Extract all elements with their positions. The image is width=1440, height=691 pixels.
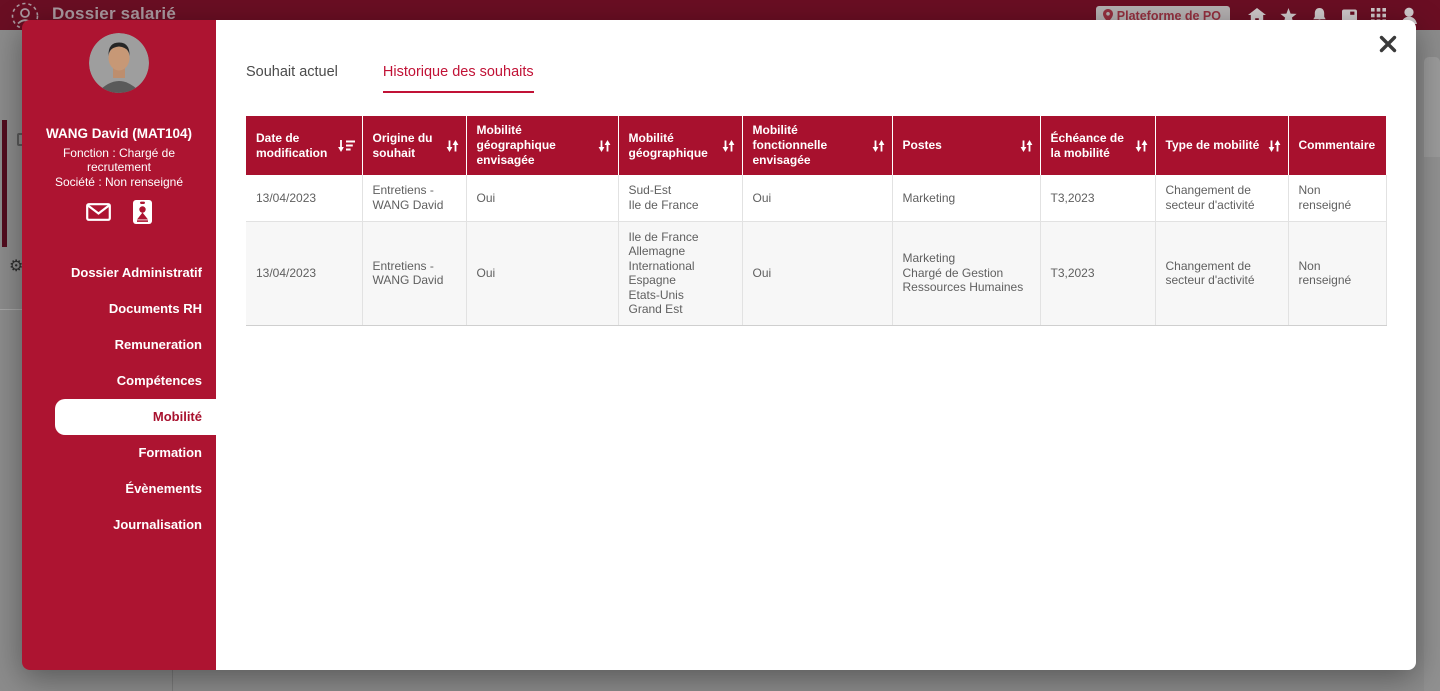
sort-toggle-icon xyxy=(872,139,884,152)
background-panel-border xyxy=(2,120,7,247)
employee-company: Société : Non renseigné xyxy=(54,175,184,190)
column-header-mobilite-geographique-envisagee[interactable]: Mobilité géographique envisagée xyxy=(466,116,619,175)
employee-avatar xyxy=(89,33,149,93)
background-scrollbar xyxy=(1424,57,1440,157)
table-cell: Non renseigné xyxy=(1288,175,1387,222)
table-cell: Changement de secteur d'activité xyxy=(1155,175,1289,222)
table-cell: Sud-Est Ile de France xyxy=(618,175,743,222)
sidebar-item-competences[interactable]: Compétences xyxy=(116,373,202,389)
sort-toggle-icon xyxy=(1135,139,1147,152)
table-cell: T3,2023 xyxy=(1040,221,1156,326)
wishes-table-wrap: Date de modification Origine du souhait Mo… xyxy=(246,116,1387,326)
background-gear-icon: ⚙ xyxy=(9,258,24,275)
column-header-echeance-de-la-mobilite[interactable]: Échéance de la mobilité xyxy=(1040,116,1156,175)
table-cell: Marketing Chargé de Gestion Ressources Hum… xyxy=(892,221,1041,326)
table-header-row: Date de modification Origine du souhait Mo… xyxy=(246,116,1386,175)
id-badge-icon[interactable] xyxy=(133,200,152,229)
table-cell: Ile de France Allemagne International Espag… xyxy=(618,221,743,326)
modal-content: Souhait actuel Historique des souhaits Da… xyxy=(216,20,1416,670)
app-title: Dossier salarié xyxy=(52,4,176,23)
home-icon[interactable] xyxy=(1248,7,1266,24)
tab-souhait-actuel[interactable]: Souhait actuel xyxy=(246,64,338,80)
sidebar-item-mobilite[interactable]: Mobilité xyxy=(55,399,216,436)
platform-badge-label: Plateforme de PO xyxy=(1116,8,1221,23)
sort-toggle-icon xyxy=(446,139,458,152)
table-cell: Oui xyxy=(466,221,619,326)
column-header-mobilite-geographique[interactable]: Mobilité géographique xyxy=(618,116,743,175)
table-row[interactable]: 13/04/2023 Entretiens - WANG David Oui Ile … xyxy=(246,221,1387,326)
employee-function: Fonction : Chargé de recrutement xyxy=(62,146,176,175)
sort-toggle-icon xyxy=(722,139,734,152)
tabs: Souhait actuel Historique des souhaits xyxy=(246,64,534,93)
background-divider xyxy=(172,670,173,691)
close-button[interactable] xyxy=(1378,34,1398,54)
table-cell: Oui xyxy=(742,221,893,326)
employee-sidebar: WANG David (MAT104) Fonction : Chargé de… xyxy=(22,20,216,670)
sort-toggle-icon xyxy=(1020,139,1032,152)
column-header-postes[interactable]: Postes xyxy=(892,116,1041,175)
close-icon xyxy=(1379,35,1397,53)
table-cell: Oui xyxy=(742,175,893,222)
tab-historique-des-souhaits[interactable]: Historique des souhaits xyxy=(382,64,534,93)
table-cell: 13/04/2023 xyxy=(246,221,363,326)
table-cell: 13/04/2023 xyxy=(246,175,363,222)
table-cell: Marketing xyxy=(892,175,1041,222)
column-header-commentaire: Commentaire xyxy=(1288,116,1386,175)
sidebar-item-dossier-administratif[interactable]: Dossier Administratif xyxy=(71,265,202,281)
table-cell: Non renseigné xyxy=(1288,221,1387,326)
sidebar-nav: Dossier Administratif Documents RH Remuner… xyxy=(22,255,216,543)
employee-mobility-modal: WANG David (MAT104) Fonction : Chargé de… xyxy=(22,20,1416,670)
sidebar-item-formation[interactable]: Formation xyxy=(138,445,202,461)
column-header-type-de-mobilite[interactable]: Type de mobilité xyxy=(1155,116,1289,175)
wishes-history-table: Date de modification Origine du souhait Mo… xyxy=(246,116,1387,326)
sidebar-item-documents-rh[interactable]: Documents RH xyxy=(108,301,202,317)
sidebar-item-remuneration[interactable]: Remuneration xyxy=(114,337,202,353)
star-icon[interactable] xyxy=(1280,7,1297,24)
location-pin-icon xyxy=(1102,9,1113,22)
table-cell: Oui xyxy=(466,175,619,222)
table-row[interactable]: 13/04/2023 Entretiens - WANG David Oui Sud-… xyxy=(246,175,1387,222)
background-divider xyxy=(0,309,22,310)
table-cell: Entretiens - WANG David xyxy=(362,175,467,222)
column-header-date-de-modification[interactable]: Date de modification xyxy=(246,116,363,175)
sidebar-item-evenements[interactable]: Évènements xyxy=(125,481,202,497)
table-cell: Entretiens - WANG David xyxy=(362,221,467,326)
column-header-origine-du-souhait[interactable]: Origine du souhait xyxy=(362,116,467,175)
sidebar-item-journalisation[interactable]: Journalisation xyxy=(113,517,202,533)
employee-name: WANG David (MAT104) xyxy=(45,126,192,141)
panel-icon[interactable] xyxy=(1342,9,1357,23)
background-scrollbar xyxy=(1424,157,1440,691)
table-cell: T3,2023 xyxy=(1040,175,1156,222)
table-cell: Changement de secteur d'activité xyxy=(1155,221,1289,326)
sort-amount-icon xyxy=(337,139,355,152)
sort-toggle-icon xyxy=(598,139,610,152)
contact-icons xyxy=(86,200,152,229)
mail-icon[interactable] xyxy=(86,203,111,226)
column-header-mobilite-fonctionnelle-envisagee[interactable]: Mobilité fonctionnelle envisagée xyxy=(742,116,893,175)
sort-toggle-icon xyxy=(1268,139,1280,152)
